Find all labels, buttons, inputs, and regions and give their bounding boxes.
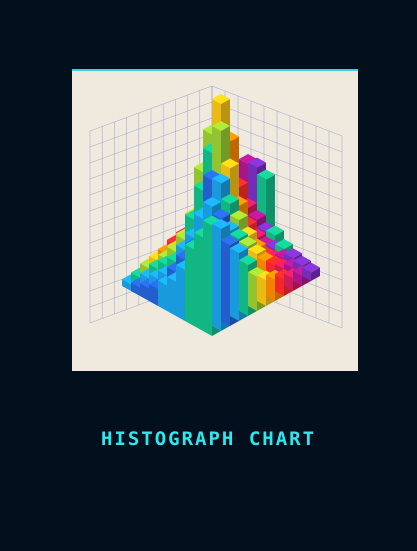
chart-illustration-card: [72, 69, 358, 371]
histogram-bars: [122, 94, 320, 336]
page-title: HISTOGRAPH CHART: [100, 428, 317, 450]
histogram-3d-illustration: [89, 85, 343, 336]
